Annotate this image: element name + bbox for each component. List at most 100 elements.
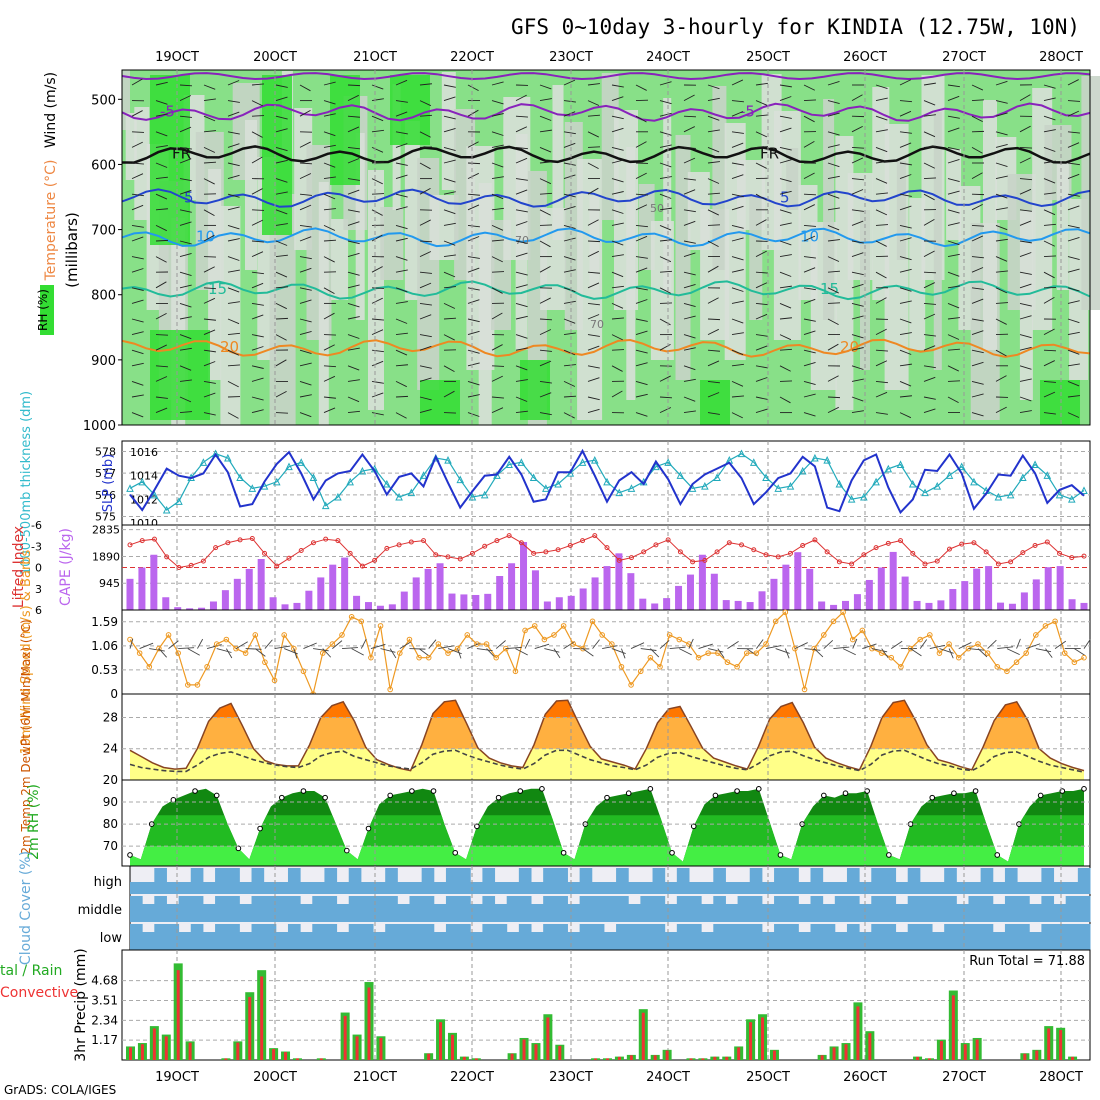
wind-barb <box>1067 205 1080 211</box>
cloud-bar <box>373 882 386 894</box>
wind-speed-point <box>531 623 538 629</box>
wind-barb <box>635 267 648 273</box>
wind-barb <box>227 224 240 230</box>
wind-barb <box>491 144 504 148</box>
rh-point <box>951 790 957 797</box>
cape-bar <box>448 593 456 610</box>
wind-barb <box>491 207 504 211</box>
cape-bar <box>663 598 671 610</box>
wind-barb <box>995 238 1008 242</box>
convective-bar <box>462 1056 466 1060</box>
cape-bar <box>889 551 897 610</box>
wind-barb <box>347 410 360 414</box>
wind-barb <box>587 334 600 337</box>
thickness-point <box>1067 495 1076 503</box>
cloud-bar <box>202 932 216 950</box>
wind-barb <box>707 146 720 153</box>
wind-barb <box>515 115 529 118</box>
wind-speed-point <box>368 654 374 661</box>
wind-barb <box>755 219 767 226</box>
cloud-bar <box>287 924 301 950</box>
wind-barb <box>851 378 864 382</box>
wind-speed-point <box>445 650 451 656</box>
cloud-bar <box>1004 924 1018 950</box>
lifted-index-point <box>946 546 952 552</box>
convective-bar <box>152 1028 156 1060</box>
wind-barb <box>947 317 960 320</box>
convective-bar <box>916 1056 920 1060</box>
lifted-index-point <box>751 547 757 553</box>
cloud-bar <box>312 924 325 950</box>
x-tick-label: 25OCT <box>746 1070 790 1085</box>
wind-barb <box>264 639 273 649</box>
wind-speed-point <box>194 682 201 688</box>
cloud-bar <box>190 924 204 950</box>
wind-barb <box>155 208 168 211</box>
cape-bar <box>722 600 730 610</box>
wind-barb <box>731 380 744 387</box>
wind-barb <box>1067 412 1080 418</box>
wind-barb <box>563 174 576 180</box>
slp-line <box>129 448 1085 515</box>
wind-barb <box>409 648 426 650</box>
isotherm-label: FR <box>760 145 779 163</box>
wind-barb <box>203 297 216 304</box>
wind-barb <box>203 380 216 384</box>
rh-dry-patch <box>663 98 672 290</box>
thickness-point <box>248 484 257 492</box>
wind-barb <box>347 379 360 382</box>
cloud-bar <box>445 924 459 950</box>
lifted-index-point <box>384 545 390 551</box>
wind-barb <box>131 331 144 336</box>
wind-speed-point <box>387 686 393 693</box>
footer-credit: GrADS: COLA/IGES <box>4 1083 116 1097</box>
rh-dry-patch <box>125 113 137 180</box>
precip-legend-total: tal / Rain <box>0 963 62 979</box>
cloud-bar <box>1065 882 1079 894</box>
lifted-index-point <box>262 550 268 556</box>
cloud-bar <box>652 868 666 894</box>
wind-barb <box>299 412 312 418</box>
wind-barb <box>299 318 312 323</box>
cape-bar <box>567 595 575 610</box>
wind-barb <box>299 204 312 211</box>
wind-barb <box>923 365 936 369</box>
lifted-index-point <box>885 540 891 546</box>
wind-barb <box>971 361 984 367</box>
wind-barb <box>746 648 758 657</box>
wind-barb <box>299 287 312 291</box>
wind-speed-point <box>146 663 153 670</box>
wind-barb <box>227 131 240 135</box>
cape-bar <box>543 601 551 610</box>
cloud-bar <box>1077 868 1091 894</box>
wind-barb <box>727 641 739 649</box>
wind-barb <box>971 298 984 304</box>
wind-barb <box>1019 271 1032 275</box>
wind-barb <box>755 282 768 289</box>
wind-barb <box>313 648 329 652</box>
thickness-point <box>358 466 367 475</box>
thickness-point <box>1080 486 1088 494</box>
wind-barb <box>779 317 792 320</box>
cloud-bar <box>761 932 775 950</box>
rh-point <box>1081 786 1087 792</box>
wind-barb <box>467 109 479 117</box>
cloud-bar <box>701 932 714 950</box>
wind-barb <box>347 271 360 276</box>
wind-barb <box>635 330 648 336</box>
cape-bar <box>579 588 587 610</box>
cloud-bar <box>360 896 374 922</box>
wind-speed-point <box>589 618 596 625</box>
rh-point <box>647 786 654 792</box>
wind-speed-point <box>975 641 981 647</box>
x-tick-label: 21OCT <box>353 1070 397 1085</box>
wind-barb <box>419 377 432 382</box>
convective-bar <box>701 1058 705 1060</box>
wind-barb <box>515 334 528 339</box>
wind-barb <box>323 176 336 180</box>
wind-barb <box>467 318 480 323</box>
wind-barb <box>323 287 335 295</box>
thickness-point <box>1043 471 1052 479</box>
wind-barb <box>515 209 528 213</box>
